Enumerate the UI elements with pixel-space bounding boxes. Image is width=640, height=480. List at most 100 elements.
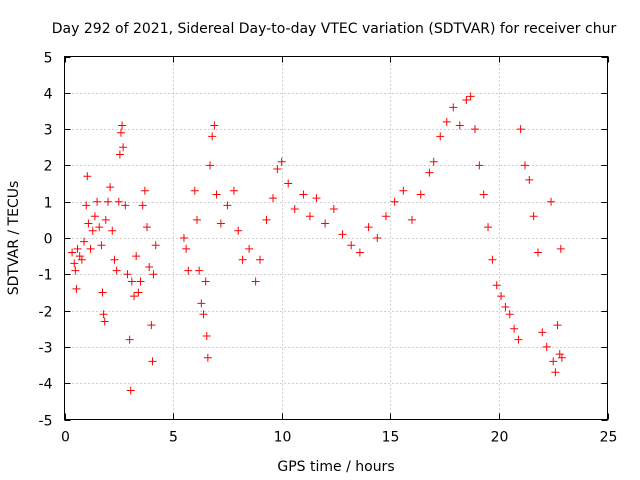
data-point-marker (98, 288, 107, 297)
data-point-marker (197, 299, 206, 308)
data-point-marker (110, 255, 119, 264)
data-point-marker (245, 244, 254, 253)
data-point-marker (505, 310, 514, 319)
x-tick-label: 25 (600, 430, 618, 446)
data-point-marker (99, 310, 108, 319)
data-point-marker (533, 248, 542, 257)
data-point-marker (442, 117, 451, 126)
data-point-marker (479, 190, 488, 199)
data-point-marker (355, 248, 364, 257)
data-point-marker (118, 121, 127, 130)
data-point-marker (556, 244, 565, 253)
data-point-marker (455, 121, 464, 130)
data-point-marker (71, 266, 80, 275)
data-point-marker (86, 244, 95, 253)
data-point-marker (145, 263, 154, 272)
y-tick-label: -2 (39, 305, 53, 321)
data-point-marker (199, 310, 208, 319)
x-axis-label: GPS time / hours (277, 459, 394, 475)
y-tick-label: 2 (44, 159, 53, 175)
data-point-marker (77, 255, 86, 264)
data-point-marker (553, 321, 562, 330)
data-point-marker (101, 215, 110, 224)
data-point-marker (510, 324, 519, 333)
data-point-marker (449, 103, 458, 112)
data-point-marker (95, 223, 104, 232)
x-tick-label: 20 (491, 430, 509, 446)
data-point-marker (68, 248, 77, 257)
data-point-marker (390, 197, 399, 206)
data-point-marker (201, 277, 210, 286)
data-point-marker (140, 186, 149, 195)
data-point-marker (284, 179, 293, 188)
data-point-marker (121, 201, 130, 210)
data-point-marker (381, 212, 390, 221)
data-point-marker (262, 215, 271, 224)
data-point-marker (132, 252, 141, 261)
data-point-marker (126, 386, 135, 395)
x-tick-label: 5 (169, 430, 178, 446)
data-point-marker (127, 277, 136, 286)
data-point-marker (408, 215, 417, 224)
data-point-marker (492, 281, 501, 290)
data-point-marker (234, 226, 243, 235)
data-point-marker (130, 292, 139, 301)
data-point-marker (210, 121, 219, 130)
data-point-marker (123, 270, 132, 279)
data-point-marker (182, 244, 191, 253)
data-point-marker (290, 204, 299, 213)
chart-title: Day 292 of 2021, Sidereal Day-to-day VTE… (52, 21, 617, 37)
data-point-marker (125, 335, 134, 344)
data-point-marker (206, 161, 215, 170)
y-tick-label: -3 (39, 341, 53, 357)
x-tick-label: 15 (382, 430, 400, 446)
data-point-marker (466, 92, 475, 101)
data-point-marker (203, 353, 212, 362)
data-point-marker (471, 125, 480, 134)
axis-ticks (64, 56, 609, 421)
data-point-marker (100, 317, 109, 326)
data-point-marker (238, 255, 247, 264)
data-point-marker (147, 321, 156, 330)
data-point-marker (542, 342, 551, 351)
data-point-marker (103, 197, 112, 206)
data-point-marker (364, 223, 373, 232)
data-point-marker (90, 212, 99, 221)
data-points (68, 92, 566, 395)
data-point-marker (138, 201, 147, 210)
data-point-marker (151, 241, 160, 250)
data-point-marker (136, 277, 145, 286)
data-point-marker (148, 357, 157, 366)
y-tick-label: 1 (44, 196, 53, 212)
data-point-marker (72, 284, 81, 293)
data-point-marker (429, 157, 438, 166)
data-point-marker (516, 125, 525, 134)
data-point-marker (149, 270, 158, 279)
y-axis-label: SDTVAR / TECUs (6, 181, 22, 296)
data-point-marker (82, 201, 91, 210)
y-tick-label: 5 (44, 51, 53, 67)
data-point-marker (277, 157, 286, 166)
data-point-marker (312, 194, 321, 203)
data-point-marker (202, 332, 211, 341)
data-point-marker (192, 215, 201, 224)
data-point-marker (514, 335, 523, 344)
y-tick-label: -1 (39, 268, 53, 284)
data-point-marker (208, 132, 217, 141)
data-point-marker (83, 172, 92, 181)
data-point-marker (321, 219, 330, 228)
data-point-marker (273, 165, 282, 174)
data-point-marker (484, 223, 493, 232)
data-point-marker (116, 128, 125, 137)
data-point-marker (143, 223, 152, 232)
data-point-marker (425, 168, 434, 177)
data-point-marker (329, 204, 338, 213)
data-point-marker (212, 190, 221, 199)
data-point-marker (520, 161, 529, 170)
data-point-marker (551, 368, 560, 377)
data-point-marker (97, 241, 106, 250)
data-point-marker (73, 244, 82, 253)
data-point-marker (255, 255, 264, 264)
data-point-marker (119, 143, 128, 152)
